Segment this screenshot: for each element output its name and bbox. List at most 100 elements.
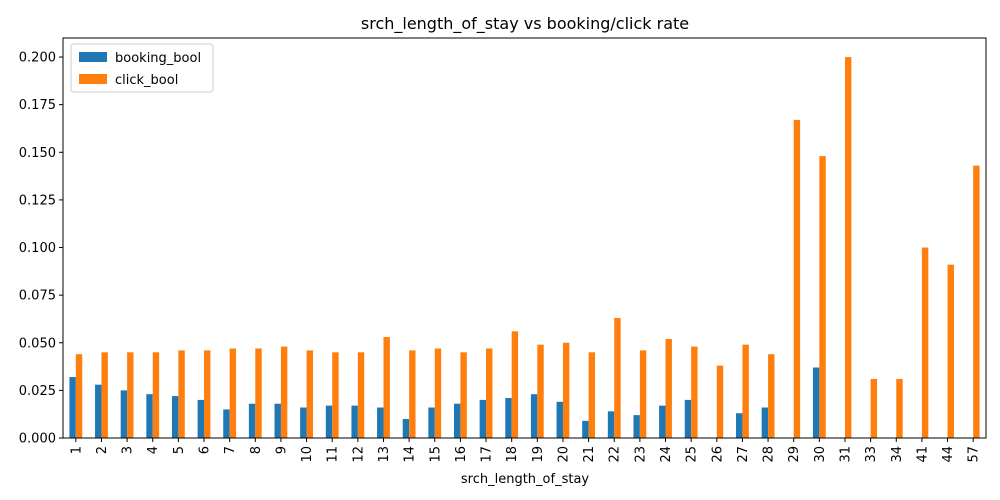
x-tick-label: 6 xyxy=(198,446,213,454)
x-tick-label: 31 xyxy=(838,446,853,463)
x-tick-label: 1 xyxy=(69,446,84,454)
bar-click_bool-15 xyxy=(434,348,442,438)
legend: booking_bool click_bool xyxy=(70,43,214,93)
y-tick-label: 0.150 xyxy=(19,146,56,161)
x-tick-label: 17 xyxy=(480,446,495,463)
bar-booking_bool-20 xyxy=(556,401,563,438)
bar-click_bool-14 xyxy=(409,350,416,438)
bar-booking_bool-17 xyxy=(479,399,487,438)
bar-booking_bool-12 xyxy=(351,405,358,438)
x-tick-label: 9 xyxy=(274,446,289,454)
y-tick-label: 0.200 xyxy=(19,51,56,66)
bar-click_bool-6 xyxy=(204,350,211,438)
bar-booking_bool-1 xyxy=(69,377,76,438)
x-tick-label: 16 xyxy=(454,446,469,463)
bar-click_bool-44 xyxy=(947,264,954,438)
x-tick-label: 21 xyxy=(582,446,597,463)
x-tick-label: 44 xyxy=(941,446,956,463)
bar-click_bool-25 xyxy=(691,346,698,438)
legend-label-click_bool: click_bool xyxy=(115,73,178,88)
bar-click_bool-1 xyxy=(75,354,83,438)
chart-title: srch_length_of_stay vs booking/click rat… xyxy=(361,14,689,34)
bar-click_bool-5 xyxy=(178,350,185,438)
bar-click_bool-17 xyxy=(486,348,493,438)
x-tick-label: 10 xyxy=(300,446,315,463)
bar-booking_bool-25 xyxy=(684,399,692,438)
bar-click_bool-12 xyxy=(357,352,365,438)
x-tick-label: 19 xyxy=(531,446,546,463)
legend-label-booking_bool: booking_bool xyxy=(115,51,201,66)
y-tick-label: 0.075 xyxy=(19,289,56,304)
bar-click_bool-57 xyxy=(973,165,980,438)
x-tick-label: 22 xyxy=(608,446,623,463)
bar-click_bool-18 xyxy=(511,331,519,438)
bar-click_bool-20 xyxy=(562,342,570,438)
bar-click_bool-8 xyxy=(255,348,262,438)
x-tick-label: 8 xyxy=(249,446,264,454)
x-tick-label: 5 xyxy=(172,446,187,454)
bar-booking_bool-13 xyxy=(377,407,384,438)
bar-booking_bool-16 xyxy=(453,403,461,438)
bar-booking_bool-23 xyxy=(633,415,640,438)
bar-booking_bool-22 xyxy=(607,411,615,438)
axes-layer: 0.000 0.025 0.050 0.075 0.100 0.125 0.150 0.175… xyxy=(19,37,987,463)
bar-booking_bool-8 xyxy=(248,403,256,438)
bar-click_bool-2 xyxy=(101,352,108,438)
x-tick-label: 27 xyxy=(736,446,751,463)
x-tick-label: 18 xyxy=(505,446,520,463)
bar-click_bool-33 xyxy=(870,378,878,438)
bar-booking_bool-30 xyxy=(812,367,820,438)
bar-click_bool-11 xyxy=(332,352,339,438)
x-tick-label: 4 xyxy=(146,446,161,454)
bar-click_bool-41 xyxy=(921,247,929,438)
bar-click_bool-21 xyxy=(588,352,596,438)
bar-click_bool-7 xyxy=(229,348,237,438)
x-tick-label: 34 xyxy=(890,446,905,463)
bar-click_bool-23 xyxy=(639,350,647,438)
x-tick-label: 20 xyxy=(556,446,571,463)
bar-click_bool-9 xyxy=(280,346,288,438)
x-tick-label: 14 xyxy=(403,446,418,463)
bar-click_bool-4 xyxy=(152,352,160,438)
x-axis-label: srch_length_of_stay xyxy=(461,472,590,487)
bar-click_bool-16 xyxy=(460,352,467,438)
x-tick-label: 57 xyxy=(967,446,982,463)
y-tick-label: 0.025 xyxy=(19,384,56,399)
bar-click_bool-19 xyxy=(537,344,544,438)
x-tick-label: 11 xyxy=(326,446,341,463)
bar-click_bool-10 xyxy=(306,350,313,438)
bar-booking_bool-28 xyxy=(761,407,769,438)
bar-booking_bool-11 xyxy=(325,405,333,438)
bar-click_bool-3 xyxy=(127,352,134,438)
bar-click_bool-31 xyxy=(844,57,852,439)
bar-booking_bool-3 xyxy=(120,390,128,438)
x-tick-label: 3 xyxy=(121,446,136,454)
x-tick-label: 28 xyxy=(762,446,777,463)
bar-booking_bool-14 xyxy=(402,418,410,438)
bar-booking_bool-18 xyxy=(505,398,512,438)
y-tick-label: 0.100 xyxy=(19,241,56,256)
plot-frame xyxy=(62,37,987,439)
bar-booking_bool-2 xyxy=(95,384,102,438)
x-tick-label: 13 xyxy=(377,446,392,463)
x-tick-label: 23 xyxy=(633,446,648,463)
bar-booking_bool-21 xyxy=(582,420,589,438)
bar-booking_bool-4 xyxy=(146,394,153,438)
legend-swatch-booking_bool xyxy=(79,52,107,62)
bar-booking_bool-19 xyxy=(530,394,538,438)
x-tick-label: 12 xyxy=(351,446,366,463)
bars-layer xyxy=(69,57,980,439)
x-tick-label: 15 xyxy=(428,446,443,463)
bar-booking_bool-24 xyxy=(659,405,666,438)
bar-click_bool-22 xyxy=(614,318,621,438)
x-tick-label: 29 xyxy=(787,446,802,463)
bar-click_bool-26 xyxy=(716,365,724,438)
bar-click_bool-34 xyxy=(896,378,903,438)
bar-click_bool-28 xyxy=(768,354,775,438)
bar-booking_bool-27 xyxy=(736,413,743,438)
y-tick-label: 0.050 xyxy=(19,336,56,351)
bar-click_bool-30 xyxy=(819,156,826,438)
bar-click_bool-13 xyxy=(383,337,390,438)
bar-click_bool-24 xyxy=(665,338,672,438)
